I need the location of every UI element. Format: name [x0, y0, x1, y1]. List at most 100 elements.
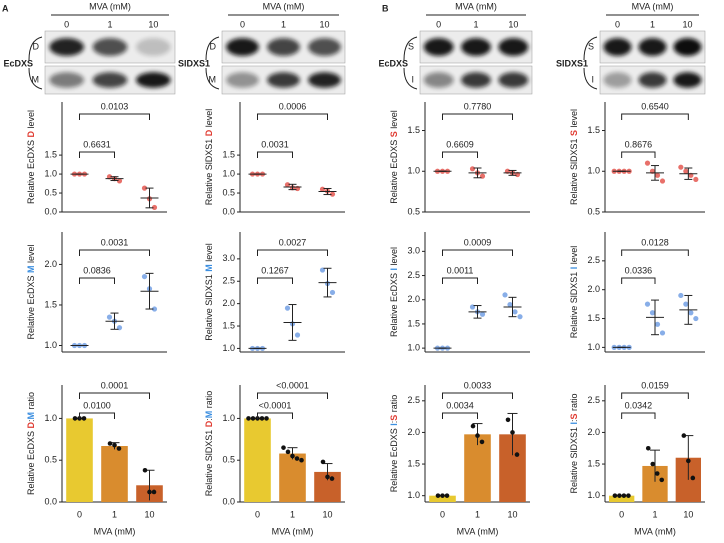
data-point [475, 433, 480, 438]
y-tick-label: 1.0 [407, 343, 420, 353]
data-point [617, 493, 622, 498]
x-tick-label: 0 [255, 509, 260, 519]
y-tick-label: 0.0 [44, 496, 57, 506]
lane-label: 10 [508, 19, 518, 29]
significance-bracket [442, 277, 478, 284]
p-value: 0.1267 [261, 265, 289, 275]
lane-label: 0 [64, 19, 69, 29]
y-label-part: M [204, 411, 214, 419]
y-label-part: Relative SlDXS1 [204, 136, 214, 205]
data-point [688, 310, 694, 316]
significance-bracket [442, 113, 513, 120]
data-point [329, 289, 336, 296]
data-point [116, 446, 122, 451]
lane-label: 1 [650, 19, 655, 29]
p-value: 0.6540 [641, 101, 669, 111]
y-label-part: Relative EcDXS [389, 137, 399, 204]
lane-label: 1 [281, 19, 286, 29]
data-point [284, 305, 291, 311]
band-label: S [588, 41, 594, 51]
p-value: 0.0336 [625, 265, 653, 275]
y-label-part: ratio [204, 391, 214, 411]
blot-band [498, 38, 529, 56]
data-point [659, 178, 666, 184]
protein-label: SlDXS1 [178, 58, 210, 68]
data-point [690, 475, 696, 481]
y-tick-label: 1.0 [44, 340, 57, 350]
p-value: 0.7780 [464, 101, 492, 111]
blot-band [423, 38, 454, 56]
y-tick-label: 2.0 [587, 427, 600, 437]
data-point [299, 457, 304, 463]
p-value: 0.0031 [261, 139, 289, 149]
y-label-part: ratio [569, 393, 579, 413]
p-value: 0.0128 [641, 237, 669, 247]
lane-label: 1 [473, 19, 478, 29]
data-point [644, 301, 651, 307]
x-tick-label: 0 [440, 509, 445, 519]
band-bracket [403, 36, 418, 90]
band-label: M [209, 74, 217, 84]
blot-band [226, 38, 259, 56]
band-label: M [32, 74, 40, 84]
data-point [681, 433, 687, 438]
y-label-part: I [389, 268, 399, 271]
y-axis-label: Relative SlDXS1 D:M ratio [204, 391, 214, 497]
lane-label: 10 [319, 19, 329, 29]
lane-label: 0 [615, 19, 620, 29]
x-axis-label: MVA (mM) [634, 526, 676, 536]
panel-label: B [382, 3, 389, 13]
y-label-part: Relative EcDXS [389, 271, 399, 338]
y-tick-label: 1.5 [222, 320, 235, 330]
y-label-part: Relative SlDXS1 [569, 269, 579, 338]
significance-bracket [621, 392, 689, 399]
data-point [507, 301, 513, 308]
significance-bracket [257, 392, 328, 399]
y-tick-label: 1.0 [587, 166, 600, 176]
data-point [151, 489, 157, 495]
data-point [649, 310, 656, 316]
y-label-part: : [204, 418, 214, 421]
y-tick-label: 3.0 [407, 246, 420, 256]
blot-band [136, 38, 171, 56]
significance-bracket [621, 249, 689, 256]
y-axis-label: Relative SlDXS1 S level [569, 109, 579, 205]
y-tick-label: 2.0 [222, 298, 235, 308]
bar [244, 418, 271, 502]
y-label-part: I [569, 422, 579, 425]
data-point [320, 459, 326, 465]
data-point [693, 315, 699, 322]
data-point [512, 309, 518, 315]
p-value: 0.0031 [101, 237, 129, 247]
x-tick-label: 1 [475, 509, 480, 519]
data-point [147, 489, 152, 495]
data-point [479, 439, 485, 445]
y-label-part: I [569, 267, 579, 270]
y-tick-label: 2.5 [407, 395, 420, 405]
y-tick-label: 1.0 [587, 490, 600, 500]
blot-band [308, 38, 341, 56]
y-label-part: : [389, 421, 399, 424]
data-point [107, 441, 113, 446]
y-axis-label: Relative EcDXS I level [389, 247, 399, 337]
y-label-part: M [26, 265, 36, 273]
significance-bracket [442, 392, 513, 399]
data-point [81, 416, 87, 421]
y-label-part: Relative EcDXS [26, 273, 36, 340]
data-point [112, 442, 117, 448]
y-tick-label: 2.5 [587, 395, 600, 405]
data-point [440, 493, 445, 498]
y-tick-label: 1.5 [407, 458, 420, 468]
data-point [644, 160, 651, 166]
p-value: 0.0033 [464, 380, 492, 390]
data-point [626, 493, 631, 498]
p-value: 0.0159 [641, 380, 669, 390]
y-tick-label: 1.5 [222, 149, 235, 159]
data-point [264, 416, 269, 421]
significance-bracket [257, 151, 293, 158]
data-point [329, 191, 336, 197]
y-axis-label: Relative SlDXS1 D level [204, 109, 214, 206]
y-label-part: M [26, 412, 36, 420]
x-axis-label: MVA (mM) [457, 526, 499, 536]
data-point [106, 174, 113, 180]
